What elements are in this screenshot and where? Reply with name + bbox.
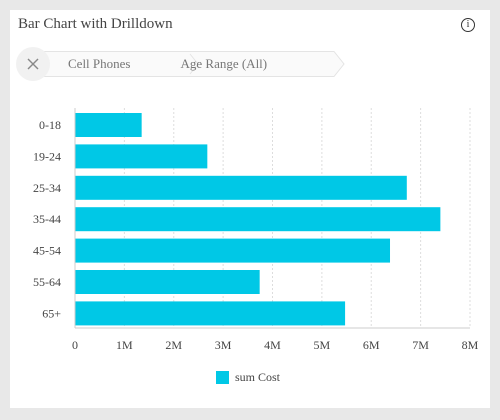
legend-label: sum Cost [235, 370, 281, 384]
x-tick-label: 1M [116, 338, 133, 352]
close-drilldown-button[interactable] [16, 47, 50, 81]
x-tick-label: 0 [72, 338, 78, 352]
chart-title: Bar Chart with Drilldown [18, 16, 173, 32]
x-tick-label: 6M [363, 338, 380, 352]
bar-0-18[interactable] [75, 113, 142, 137]
tick-labels: 0-18 19-24 25-34 35-44 45-54 55-64 65+ 0 1M 2M 3M 4… [33, 118, 479, 352]
breadcrumb-item-cell-phones[interactable]: Cell Phones [68, 56, 131, 71]
bar-35-44[interactable] [75, 207, 441, 232]
breadcrumb-separator-icon [189, 53, 199, 75]
axes [74, 108, 470, 329]
info-icon[interactable]: i [461, 18, 475, 32]
close-icon [27, 58, 39, 70]
legend: sum Cost [216, 370, 280, 385]
category-label: 25-34 [33, 181, 61, 195]
bar-45-54[interactable] [75, 238, 391, 263]
bar-19-24[interactable] [75, 144, 208, 169]
category-label: 19-24 [33, 149, 61, 163]
category-label: 0-18 [39, 118, 61, 132]
bar-25-34[interactable] [75, 175, 407, 200]
x-tick-label: 2M [165, 338, 182, 352]
category-label: 65+ [42, 306, 61, 320]
breadcrumb-background [40, 51, 345, 77]
chart-card: Bar Chart with Drilldown i Cell Phones A… [10, 10, 490, 408]
x-tick-label: 7M [412, 338, 429, 352]
breadcrumb-item-age-range[interactable]: Age Range (All) [180, 56, 268, 71]
x-tick-label: 8M [462, 338, 479, 352]
bars [75, 113, 441, 326]
category-label: 45-54 [33, 244, 61, 258]
x-tick-label: 3M [215, 338, 232, 352]
breadcrumb-trail: Cell Phones Age Range (All) [40, 51, 345, 77]
category-label: 55-64 [33, 275, 61, 289]
x-tick-label: 4M [264, 338, 281, 352]
legend-swatch[interactable] [216, 371, 229, 384]
x-tick-label: 5M [314, 338, 331, 352]
category-label: 35-44 [33, 212, 61, 226]
bar-chart: 0-18 19-24 25-34 35-44 45-54 55-64 65+ 0 1M 2M 3M 4… [33, 108, 479, 352]
drilldown-breadcrumb: Cell Phones Age Range (All) [16, 47, 345, 81]
bar-55-64[interactable] [75, 270, 260, 294]
bar-65+[interactable] [75, 301, 346, 326]
